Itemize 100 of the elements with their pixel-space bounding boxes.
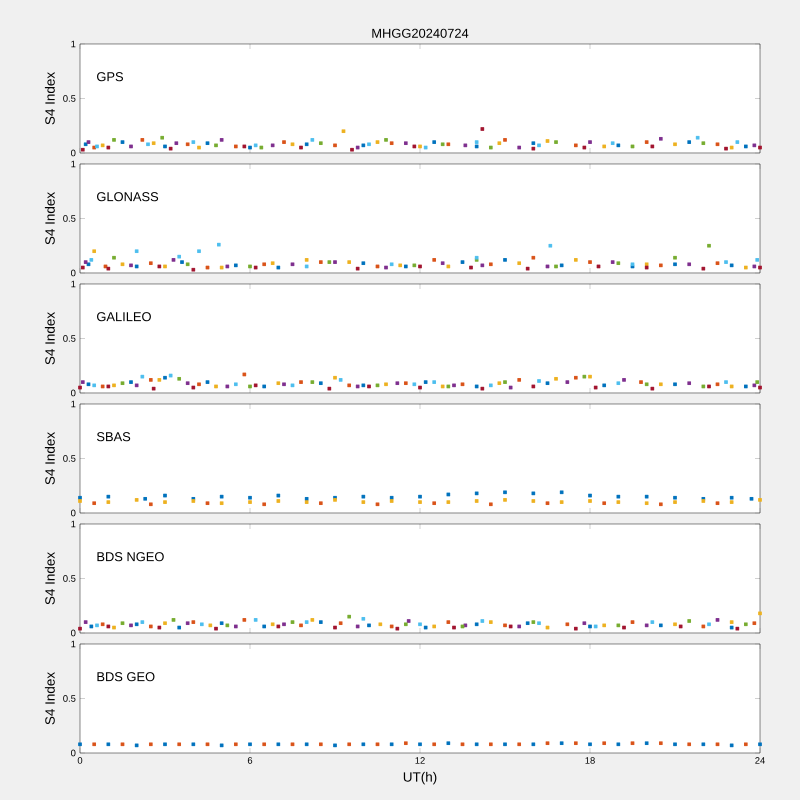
point [574, 626, 578, 630]
point [464, 624, 468, 628]
point [424, 146, 428, 150]
point [752, 144, 756, 148]
point [333, 498, 337, 502]
point [81, 148, 85, 152]
point [362, 261, 366, 266]
point [129, 380, 133, 384]
point [290, 142, 294, 146]
point [356, 624, 360, 628]
point [158, 626, 162, 630]
point [489, 262, 493, 266]
point [730, 146, 734, 150]
point [152, 386, 156, 390]
point [304, 142, 309, 146]
point [367, 142, 371, 146]
point [262, 502, 266, 506]
point [143, 496, 147, 501]
point [214, 626, 218, 630]
point [112, 138, 116, 142]
point [290, 262, 294, 266]
point [716, 382, 720, 386]
point [242, 618, 246, 622]
point [498, 141, 502, 146]
point [299, 624, 303, 628]
point [356, 266, 360, 270]
point [248, 500, 252, 504]
point [517, 378, 522, 382]
point [548, 244, 552, 248]
point [299, 146, 303, 150]
y-tick-label: 0 [71, 510, 76, 516]
x-tick-label: 0 [78, 757, 82, 764]
chart-title: MHGG20240724 [372, 28, 468, 38]
point [120, 140, 124, 144]
point [234, 382, 238, 386]
point [730, 620, 734, 624]
point [347, 260, 352, 264]
point [206, 266, 210, 270]
point [404, 141, 408, 146]
point [234, 264, 238, 268]
point [367, 384, 371, 388]
point [650, 620, 654, 624]
point [730, 626, 734, 630]
point [602, 144, 606, 148]
point [758, 146, 762, 150]
point [304, 496, 309, 501]
point [752, 384, 756, 388]
point [299, 380, 303, 384]
point [356, 384, 360, 388]
point [474, 140, 479, 144]
point [730, 496, 734, 500]
point [594, 386, 598, 390]
point [418, 386, 422, 390]
point [474, 144, 479, 148]
point [186, 142, 190, 146]
point [290, 620, 294, 624]
point [140, 138, 144, 142]
point [406, 619, 411, 623]
point [270, 144, 275, 148]
point [464, 144, 468, 148]
point [254, 384, 258, 388]
point [736, 140, 740, 144]
point [610, 260, 615, 264]
point [424, 380, 428, 384]
point [197, 146, 201, 150]
point [90, 624, 94, 628]
y-tick-label: 0.5 [63, 335, 76, 342]
point [537, 379, 541, 383]
point [480, 619, 484, 623]
point [537, 144, 541, 148]
point [356, 146, 360, 150]
point [503, 498, 507, 502]
point [120, 621, 124, 626]
point [378, 622, 382, 626]
point [163, 264, 167, 268]
y-tick-label: 0.5 [63, 575, 76, 582]
point [440, 384, 445, 388]
point [362, 384, 366, 388]
point [503, 380, 507, 384]
point [254, 144, 258, 148]
point [716, 501, 720, 506]
point [432, 258, 436, 262]
point [716, 618, 720, 622]
annotation: GPS [97, 72, 123, 82]
point [214, 144, 218, 148]
point [489, 620, 493, 624]
point [149, 378, 153, 382]
point [758, 386, 762, 390]
point [100, 144, 105, 148]
point [412, 144, 416, 148]
point [503, 490, 507, 494]
point [152, 141, 156, 146]
point [304, 620, 309, 624]
point [248, 496, 252, 500]
point [574, 376, 578, 380]
point [736, 626, 740, 630]
point [206, 501, 210, 506]
point [186, 262, 190, 266]
point [687, 140, 692, 144]
point [560, 264, 564, 268]
